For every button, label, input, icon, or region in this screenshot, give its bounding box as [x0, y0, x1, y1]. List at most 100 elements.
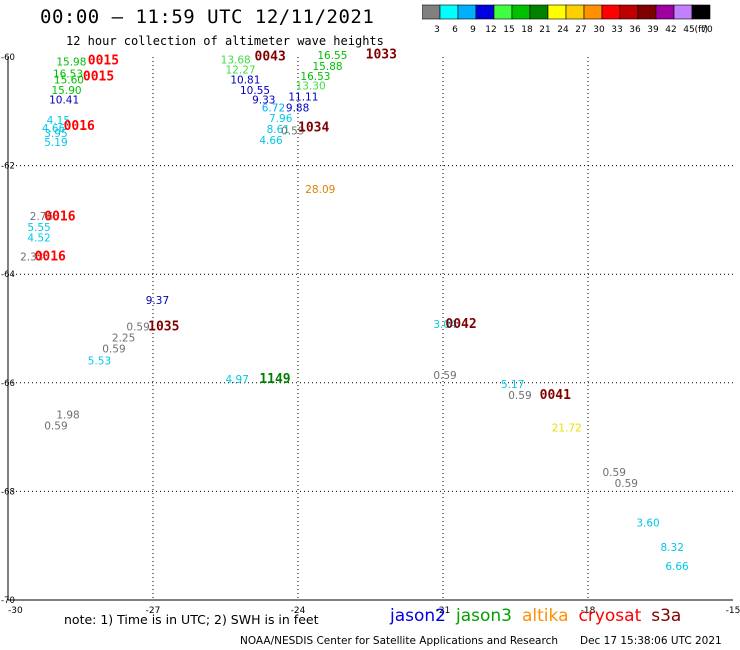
scale-label: 39: [647, 25, 659, 34]
scale-unit: (ft): [694, 25, 708, 34]
lon-tick-label: -27: [146, 606, 161, 616]
footer: NOAA/NESDIS Center for Satellite Applica…: [240, 635, 722, 647]
wave-height-value: 15.88: [313, 61, 343, 73]
pass-time-label: 1034: [298, 120, 329, 135]
wave-height-value: 2.25: [112, 333, 135, 345]
wave-height-value: 0.59: [603, 467, 626, 479]
wave-height-value: 0.59: [126, 322, 149, 334]
wave-height-value: 2.76: [30, 211, 54, 223]
wave-height-value: 13.30: [296, 81, 326, 93]
lat-tick-label: -60: [1, 53, 15, 63]
wave-height-value: 3.95: [44, 128, 67, 140]
footer-timestamp: Dec 17 15:38:06 UTC 2021: [580, 635, 722, 647]
lon-tick-label: -15: [726, 606, 740, 616]
footer-credit: NOAA/NESDIS Center for Satellite Applica…: [240, 635, 558, 647]
wave-height-value: 2.33: [20, 252, 43, 264]
page-title: 00:00 — 11:59 UTC 12/11/2021: [40, 6, 375, 28]
scale-label: 12: [485, 25, 496, 34]
satellite-jason2: jason2: [390, 606, 446, 626]
lat-tick-label: -68: [1, 487, 15, 497]
wave-height-value: 3.04: [433, 319, 457, 331]
lat-tick-label: -64: [1, 270, 15, 280]
pass-time-label: 0041: [540, 388, 571, 403]
wave-height-value: 0.59: [281, 126, 304, 138]
scale-label: 15: [503, 25, 514, 34]
lat-tick-label: -62: [1, 162, 15, 172]
wave-height-value: 6.72: [262, 102, 285, 114]
pass-time-label: 0015: [88, 54, 119, 69]
wave-height-value: 1.98: [56, 410, 79, 422]
lon-tick-label: -18: [581, 606, 596, 616]
scale-label: 30: [593, 25, 605, 34]
wave-height-value: 0.59: [102, 343, 125, 355]
lon-tick-label: -24: [291, 606, 306, 616]
wave-height-value: 15.98: [56, 57, 86, 69]
lat-tick-label: -70: [1, 596, 15, 606]
scale-label: 33: [611, 25, 622, 34]
scale-swatch-70: [691, 4, 711, 20]
wave-height-value: 12.27: [226, 64, 256, 76]
scale-label: 6: [452, 25, 458, 34]
wave-height-value: 4.15: [47, 115, 70, 127]
scale-label: 24: [557, 25, 569, 34]
wave-height-value: 0.59: [615, 478, 638, 490]
scale-label: 21: [539, 25, 550, 34]
lon-tick-label: -21: [436, 606, 451, 616]
pass-time-label: 0016: [35, 250, 66, 265]
wave-height-value: 28.09: [305, 184, 335, 196]
wave-height-value: 10.41: [49, 95, 79, 107]
satellite-s3a: s3a: [651, 606, 682, 626]
wave-height-color-scale: 3 6 9 12 15 18 21 24 27 30 33 36 39 42 45 70(ft): [422, 4, 713, 34]
wave-height-value: 5.19: [44, 137, 67, 149]
wave-height-value: 9.88: [286, 102, 309, 114]
wave-height-value: 6.66: [665, 561, 689, 573]
scale-label: 18: [521, 25, 533, 34]
wave-height-value: 4.52: [27, 233, 50, 245]
scale-label: 27: [575, 25, 586, 34]
scale-label: 42: [665, 25, 676, 34]
page-subtitle: 12 hour collection of altimeter wave hei…: [66, 34, 384, 48]
wave-height-value: 15.90: [52, 85, 82, 97]
wave-height-value: 4.97: [226, 374, 249, 386]
lat-tick-label: -66: [1, 379, 15, 389]
wave-height-value: 9.37: [146, 295, 169, 307]
wave-height-value: 5.17: [501, 379, 524, 391]
satellite-cryosat: cryosat: [578, 606, 642, 626]
wave-height-value: 5.53: [88, 355, 111, 367]
wave-height-value: 16.53: [300, 71, 330, 83]
wave-height-value: 10.81: [230, 75, 260, 87]
units-note: note: 1) Time is in UTC; 2) SWH is in fe…: [64, 612, 319, 627]
satellite-altika: altika: [522, 606, 569, 626]
wave-height-value: 16.53: [53, 69, 83, 81]
wave-height-value: 0.59: [44, 420, 67, 432]
wave-height-value: 11.11: [288, 91, 318, 103]
pass-time-label: 1035: [148, 320, 179, 335]
scale-label: 3: [434, 25, 440, 34]
scale-label: 9: [470, 25, 476, 34]
wave-height-value: 3.60: [636, 518, 659, 530]
scale-label: 36: [629, 25, 641, 34]
pass-time-label: 0016: [44, 209, 75, 224]
wave-height-value: 4.66: [42, 123, 66, 135]
wave-height-value: 9.33: [252, 95, 275, 107]
pass-time-label: 0043: [255, 49, 286, 64]
satellite-legend: jason2 jason3 altika cryosat s3a: [390, 606, 691, 626]
satellite-jason3: jason3: [456, 606, 512, 626]
scale-label: 70: [701, 25, 713, 34]
pass-time-label: 1033: [366, 48, 397, 63]
wave-height-value: 5.55: [27, 222, 50, 234]
pass-time-label: 0042: [445, 317, 476, 332]
wave-height-value: 15.60: [54, 75, 84, 87]
wave-height-value: 0.59: [508, 390, 531, 402]
wave-height-value: 7.96: [269, 113, 293, 125]
wave-height-value: 0.59: [433, 370, 456, 382]
pass-time-label: 0016: [64, 119, 95, 134]
pass-time-label: 1149: [259, 372, 290, 387]
wave-height-value: 4.66: [259, 135, 283, 147]
wave-height-value: 8.61: [267, 124, 290, 136]
scale-label: 45: [683, 25, 694, 34]
wave-height-value: 8.32: [661, 542, 684, 554]
wave-height-value: 10.55: [240, 85, 270, 97]
